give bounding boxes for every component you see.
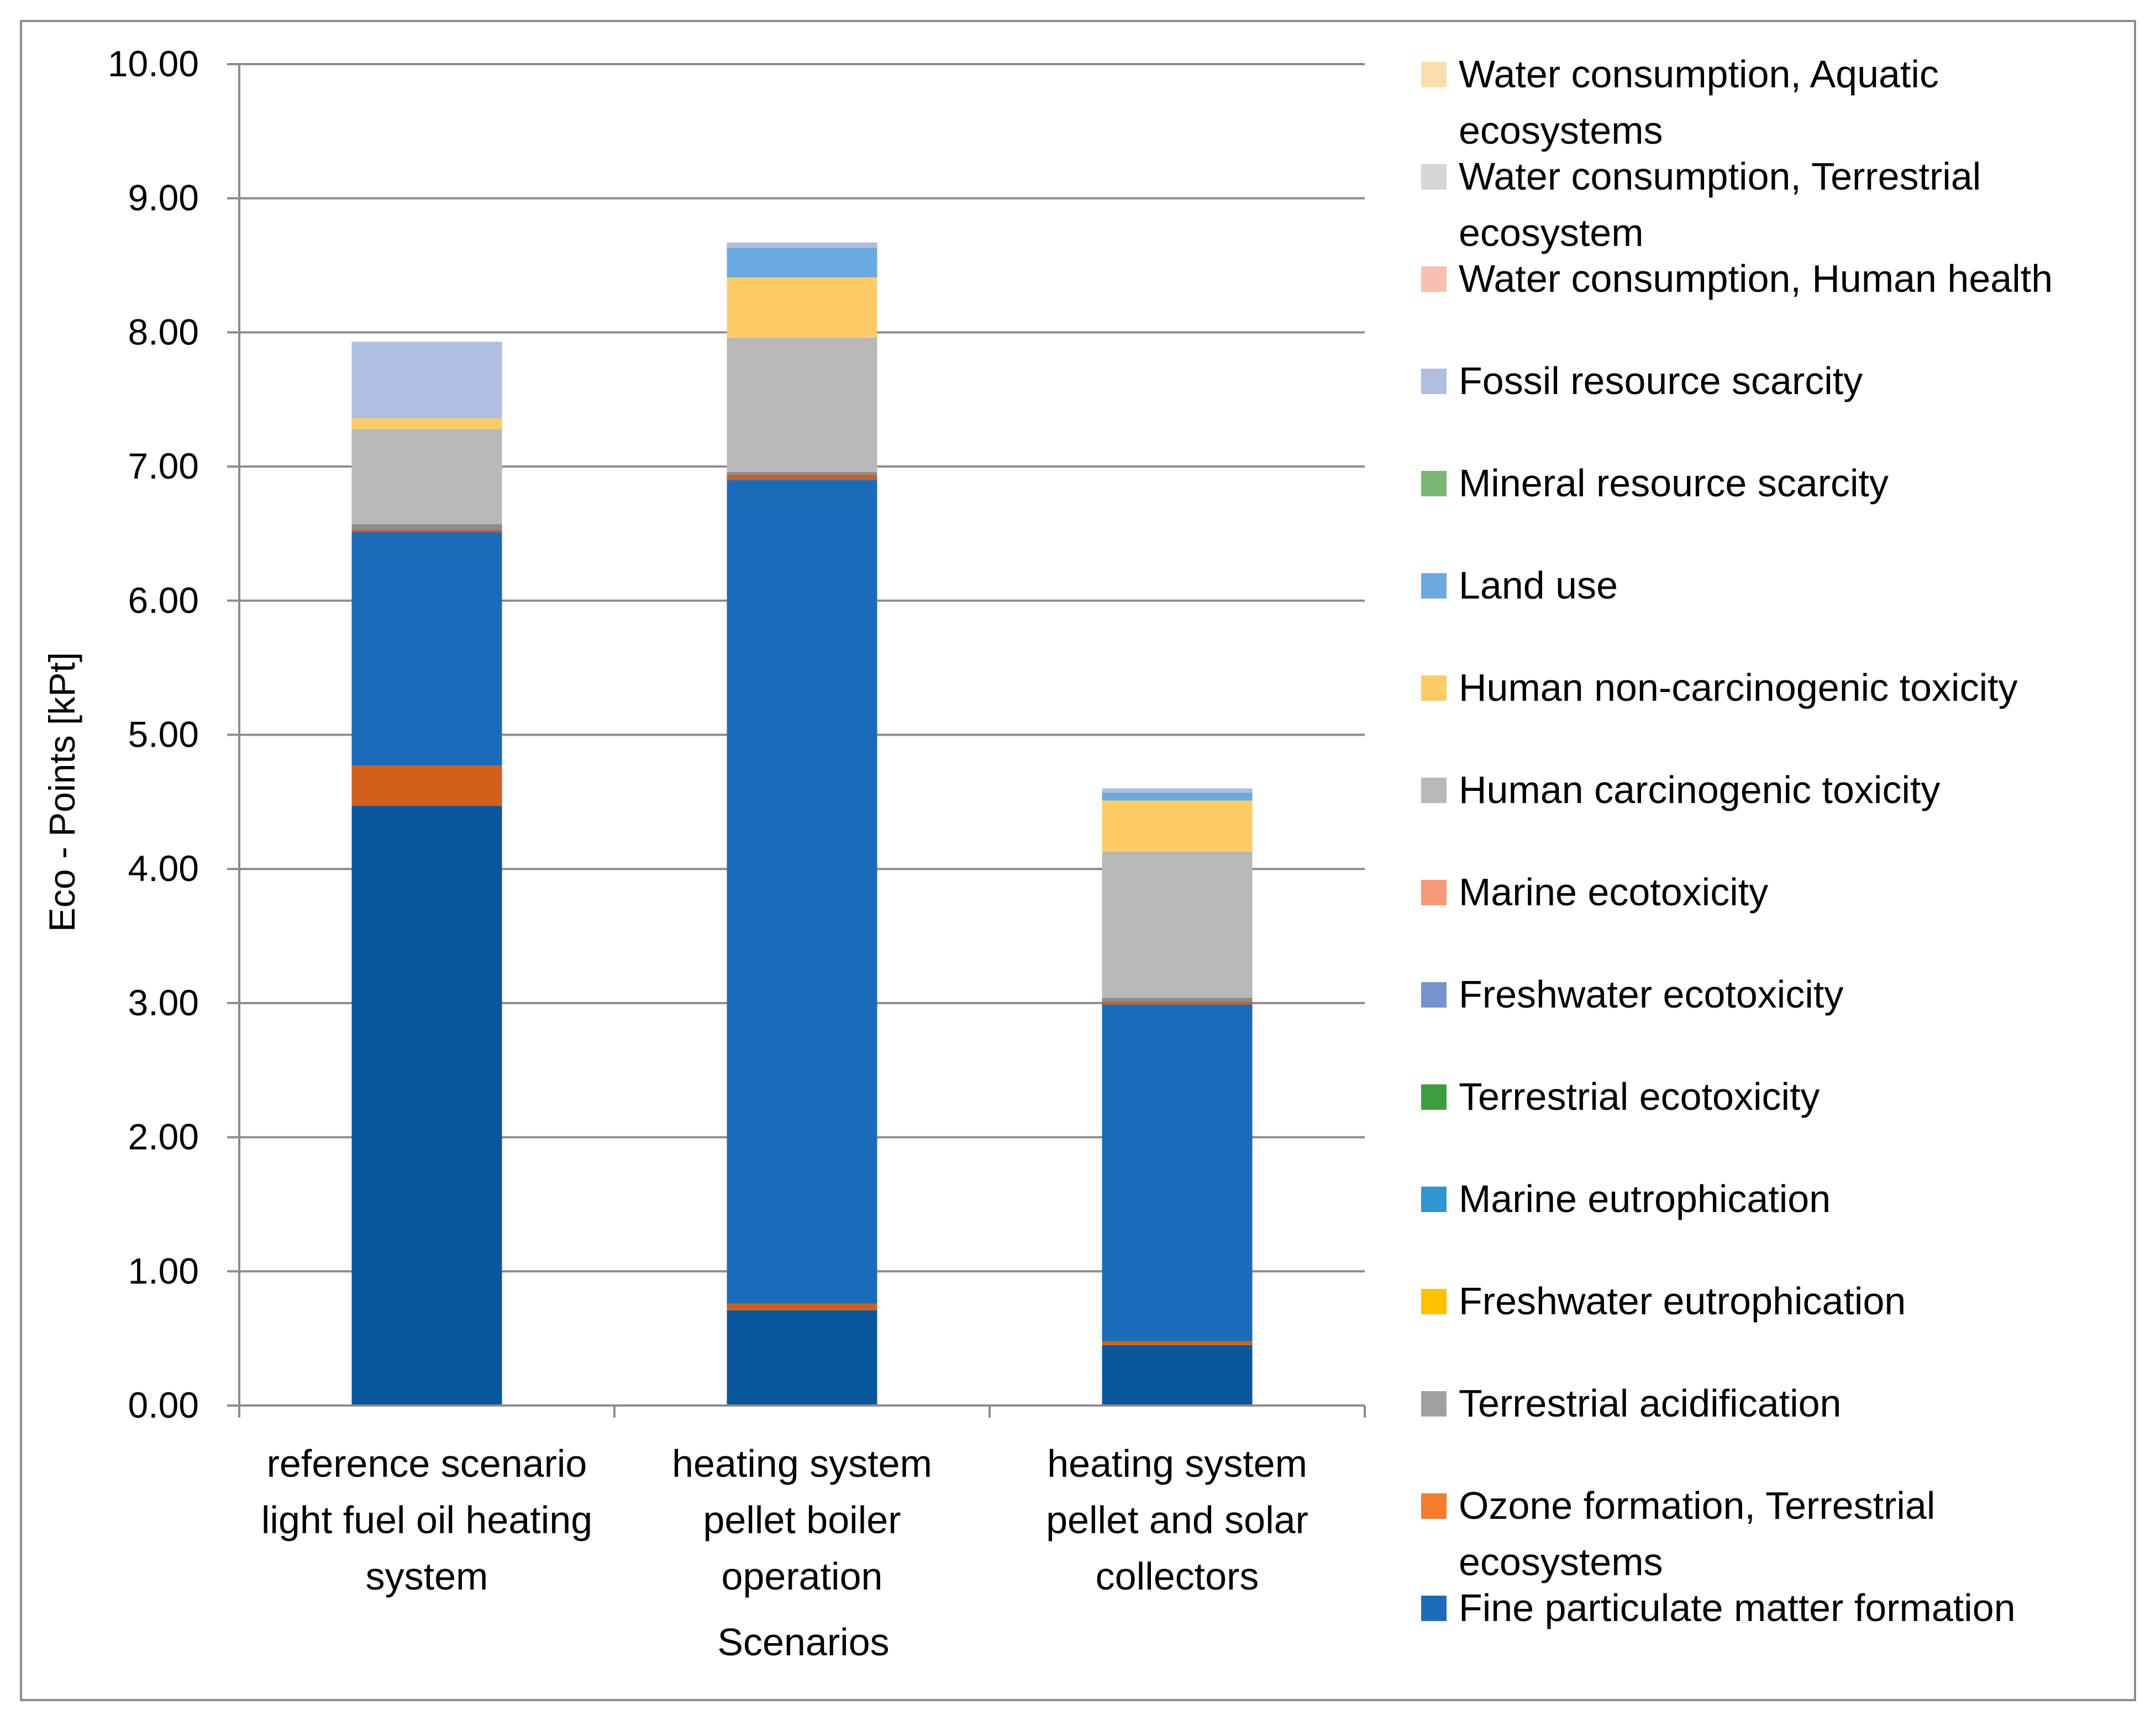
legend-swatch xyxy=(1421,471,1447,496)
bars xyxy=(351,242,1253,1405)
legend-swatch xyxy=(1421,675,1447,701)
y-tick-label: 9.00 xyxy=(128,177,199,218)
bar-segment xyxy=(351,342,502,418)
legend-label: Fine particulate matter formation xyxy=(1459,1586,2016,1629)
bar-segment xyxy=(1102,800,1253,852)
x-tick-label: pellet and solar xyxy=(1046,1498,1308,1541)
bar-segment xyxy=(1102,1345,1253,1405)
bar-segment xyxy=(351,806,502,1405)
legend-label: Human carcinogenic toxicity xyxy=(1459,768,1940,811)
y-tick-label: 7.00 xyxy=(128,445,199,486)
bar-segment xyxy=(1102,1001,1253,1005)
legend-label: Freshwater ecotoxicity xyxy=(1459,973,1843,1016)
y-tick-label: 1.00 xyxy=(128,1250,199,1291)
bar-segment xyxy=(1102,788,1253,793)
bar-segment xyxy=(1102,998,1253,1002)
legend-swatch xyxy=(1421,573,1447,599)
y-tick-label: 5.00 xyxy=(128,714,199,755)
x-tick-label: heating system xyxy=(672,1442,932,1485)
legend-swatch xyxy=(1421,1391,1447,1417)
legend-label: Land use xyxy=(1459,564,1618,607)
legend-swatch xyxy=(1421,982,1447,1008)
legend-label: Ozone formation, Terrestrial xyxy=(1459,1484,1935,1527)
legend: Water consumption, AquaticecosystemsWate… xyxy=(1421,53,2053,1629)
y-tick-label: 4.00 xyxy=(128,848,199,889)
legend-swatch xyxy=(1421,880,1447,905)
tick-labels: 0.00 1.00 2.00 3.00 4.00 5.00 6.00 7.00 8.00 9.00… xyxy=(108,43,1308,1598)
bar-segment xyxy=(727,474,877,480)
y-tick-label: 3.00 xyxy=(128,982,199,1023)
bar-segment xyxy=(727,1310,877,1405)
bar-segment xyxy=(727,242,877,248)
legend-label: ecosystems xyxy=(1459,1540,1663,1583)
bar-segment xyxy=(727,277,877,338)
y-axis-label: Eco - Points [kPt] xyxy=(41,652,82,932)
legend-label: Marine eutrophication xyxy=(1459,1177,1831,1220)
legend-swatch xyxy=(1421,1289,1447,1314)
bar-segment xyxy=(351,418,502,429)
legend-swatch xyxy=(1421,266,1447,292)
bar-segment xyxy=(727,338,877,472)
legend-swatch xyxy=(1421,1084,1447,1110)
x-tick-label: light fuel oil heating xyxy=(261,1498,592,1541)
bar-segment xyxy=(727,480,877,1304)
legend-swatch xyxy=(1421,369,1447,394)
legend-label: Mineral resource scarcity xyxy=(1459,461,1889,505)
legend-swatch xyxy=(1421,778,1447,803)
legend-label: Water consumption, Aquatic xyxy=(1459,53,1939,96)
legend-label: Fossil resource scarcity xyxy=(1459,359,1863,402)
bar-segment xyxy=(1102,1004,1253,1341)
legend-label: Terrestrial ecotoxicity xyxy=(1459,1075,1820,1118)
y-tick-label: 2.00 xyxy=(128,1116,199,1157)
bar-segment xyxy=(1102,851,1253,998)
x-tick-label: system xyxy=(366,1555,488,1598)
legend-label: Human non-carcinogenic toxicity xyxy=(1459,666,2018,709)
bar-segment xyxy=(351,532,502,766)
bar-segment xyxy=(1102,792,1253,801)
axes xyxy=(227,63,1366,1418)
x-tick-label: pellet boiler xyxy=(703,1498,901,1541)
legend-swatch xyxy=(1421,62,1447,87)
y-tick-label: 0.00 xyxy=(128,1384,199,1425)
legend-swatch xyxy=(1421,1596,1447,1621)
legend-swatch xyxy=(1421,1187,1447,1212)
legend-label: Water consumption, Terrestrial xyxy=(1459,155,1981,198)
x-tick-label: reference scenario xyxy=(267,1442,587,1485)
bar-segment xyxy=(351,429,502,525)
bar-segment xyxy=(351,765,502,806)
y-tick-label: 8.00 xyxy=(128,311,199,352)
legend-label: Freshwater eutrophication xyxy=(1459,1279,1906,1323)
legend-swatch xyxy=(1421,1493,1447,1519)
legend-label: Marine ecotoxicity xyxy=(1459,870,1768,914)
legend-label: ecosystems xyxy=(1459,109,1663,152)
bar-segment xyxy=(351,529,502,533)
x-axis-label: Scenarios xyxy=(717,1620,889,1664)
bar-segment xyxy=(727,471,877,475)
y-tick-label: 6.00 xyxy=(128,580,199,621)
legend-label: Water consumption, Human health xyxy=(1459,257,2053,300)
legend-swatch xyxy=(1421,164,1447,190)
y-tick-label: 10.00 xyxy=(108,43,199,84)
bar-segment xyxy=(1102,1341,1253,1345)
bar-segment xyxy=(351,524,502,530)
bar-segment xyxy=(727,248,877,277)
x-tick-label: operation xyxy=(722,1555,883,1598)
legend-label: ecosystem xyxy=(1459,211,1644,254)
x-tick-label: collectors xyxy=(1096,1555,1259,1598)
legend-label: Terrestrial acidification xyxy=(1459,1382,1841,1425)
bar-segment xyxy=(727,1303,877,1310)
x-tick-label: heating system xyxy=(1047,1442,1307,1485)
